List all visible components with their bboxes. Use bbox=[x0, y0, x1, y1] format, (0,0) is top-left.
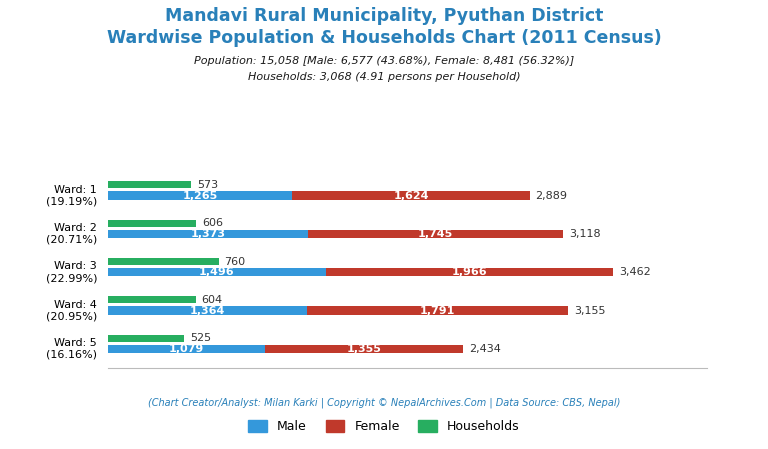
Text: Population: 15,058 [Male: 6,577 (43.68%), Female: 8,481 (56.32%)]: Population: 15,058 [Male: 6,577 (43.68%)… bbox=[194, 56, 574, 66]
Bar bbox=[108, 306, 306, 315]
Text: 1,265: 1,265 bbox=[182, 190, 217, 201]
Text: 1,373: 1,373 bbox=[190, 229, 225, 239]
Text: Mandavi Rural Municipality, Pyuthan District: Mandavi Rural Municipality, Pyuthan Dist… bbox=[165, 7, 603, 25]
Text: 760: 760 bbox=[224, 256, 246, 267]
Text: 1,624: 1,624 bbox=[393, 190, 429, 201]
Bar bbox=[293, 191, 530, 200]
Text: 1,745: 1,745 bbox=[418, 229, 453, 239]
Text: (Chart Creator/Analyst: Milan Karki | Copyright © NepalArchives.Com | Data Sourc: (Chart Creator/Analyst: Milan Karki | Co… bbox=[147, 397, 621, 408]
Bar bbox=[326, 268, 614, 277]
Text: 1,966: 1,966 bbox=[452, 267, 488, 277]
Text: 3,118: 3,118 bbox=[569, 229, 601, 239]
Text: 3,462: 3,462 bbox=[619, 267, 651, 277]
Bar bbox=[108, 258, 219, 265]
Bar bbox=[108, 268, 326, 277]
Bar bbox=[108, 230, 308, 238]
Text: Wardwise Population & Households Chart (2011 Census): Wardwise Population & Households Chart (… bbox=[107, 29, 661, 47]
Text: 1,364: 1,364 bbox=[190, 306, 225, 316]
Legend: Male, Female, Households: Male, Female, Households bbox=[243, 415, 525, 438]
Bar bbox=[306, 306, 568, 315]
Text: 1,079: 1,079 bbox=[169, 344, 204, 354]
Text: 1,355: 1,355 bbox=[346, 344, 382, 354]
Bar bbox=[108, 220, 196, 227]
Text: 1,791: 1,791 bbox=[420, 306, 455, 316]
Text: 573: 573 bbox=[197, 180, 218, 190]
Text: Households: 3,068 (4.91 persons per Household): Households: 3,068 (4.91 persons per Hous… bbox=[248, 72, 520, 82]
Text: 1,496: 1,496 bbox=[199, 267, 234, 277]
Text: 606: 606 bbox=[202, 218, 223, 228]
Bar bbox=[108, 335, 184, 342]
Text: 604: 604 bbox=[202, 295, 223, 305]
Text: 525: 525 bbox=[190, 333, 211, 343]
Bar bbox=[265, 345, 463, 353]
Text: 2,434: 2,434 bbox=[469, 344, 501, 354]
Bar bbox=[308, 230, 563, 238]
Bar bbox=[108, 345, 265, 353]
Bar bbox=[108, 296, 196, 304]
Text: 3,155: 3,155 bbox=[574, 306, 606, 316]
Text: 2,889: 2,889 bbox=[535, 190, 568, 201]
Bar bbox=[108, 181, 191, 188]
Bar bbox=[108, 191, 293, 200]
